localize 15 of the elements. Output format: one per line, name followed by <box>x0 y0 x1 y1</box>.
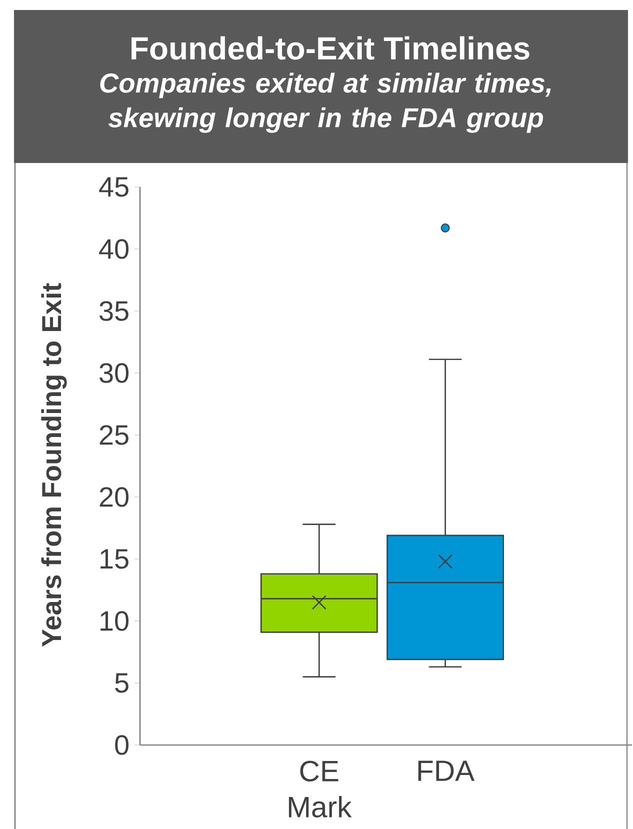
y-tick-label: 45 <box>99 177 129 197</box>
x-tick-label: CE Mark <box>289 760 352 818</box>
y-tick-label: 5 <box>115 673 129 693</box>
y-tick-label: 30 <box>100 363 129 383</box>
y-tick-label: 0 <box>115 735 129 755</box>
y-tick-label: 20 <box>100 487 129 507</box>
chart-title: Founded-to-Exit Timelines <box>132 36 530 60</box>
y-tick-label: 25 <box>100 425 129 445</box>
x-tick-label: FDA <box>418 760 475 781</box>
y-tick-label: 10 <box>100 611 129 631</box>
y-tick-label: 35 <box>100 301 129 321</box>
y-tick-label: 15 <box>100 549 129 569</box>
y-axis-title: Years from Founding to Exit <box>41 283 67 647</box>
y-tick-label: 40 <box>99 239 129 259</box>
chart-subtitle: Companies exited at similar times, skewing longer in the FDA group <box>100 72 551 133</box>
